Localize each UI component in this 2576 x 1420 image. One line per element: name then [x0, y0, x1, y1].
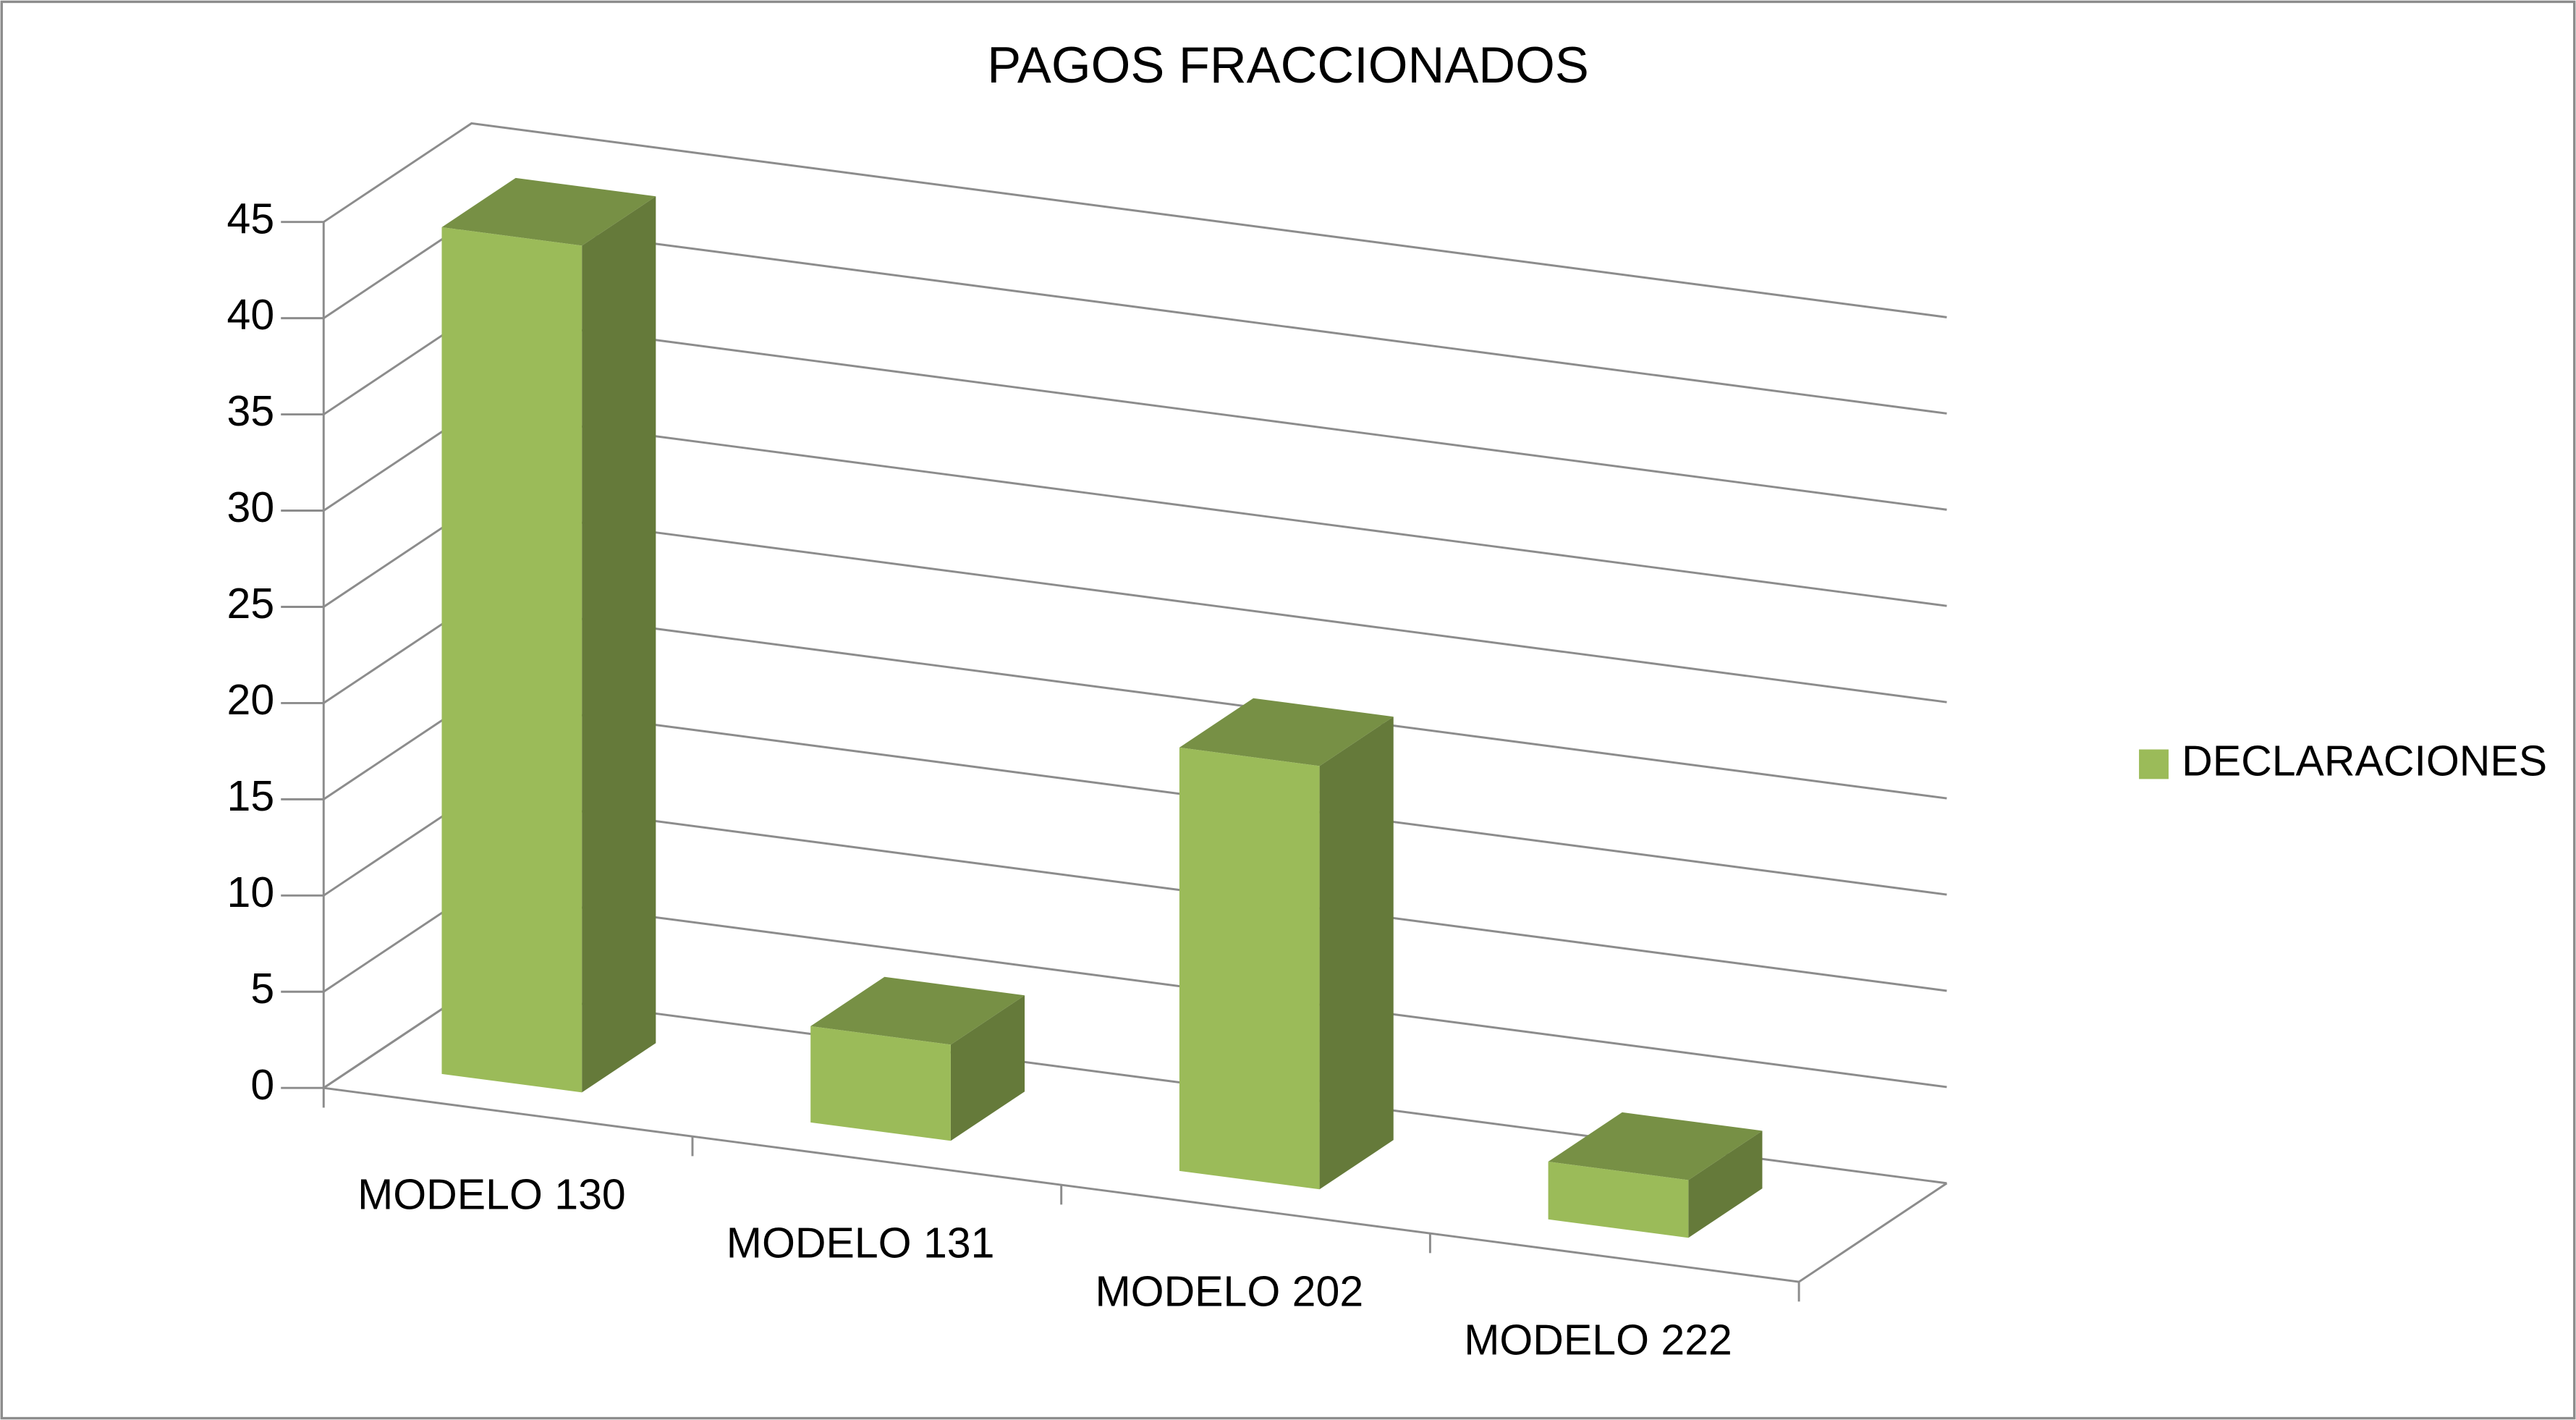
bar	[810, 1026, 951, 1141]
bar	[1548, 1162, 1689, 1238]
grid-line	[281, 314, 1947, 511]
bar-side	[1319, 717, 1394, 1190]
x-tick-label: MODELO 222	[1464, 1316, 1732, 1364]
legend-label: DECLARACIONES	[2182, 738, 2547, 785]
y-tick-label: 10	[227, 869, 275, 916]
x-tick-label: MODELO 131	[726, 1219, 995, 1267]
bar-side	[950, 995, 1025, 1141]
x-tick-label: MODELO 202	[1096, 1267, 1364, 1315]
bar-side	[582, 196, 656, 1093]
chart-title: PAGOS FRACCIONADOS	[987, 36, 1589, 93]
y-tick-label: 0	[250, 1061, 274, 1109]
bar-top	[810, 976, 1025, 1045]
bar-top	[1179, 698, 1394, 766]
y-tick-label: 45	[227, 195, 275, 242]
legend-swatch	[2139, 749, 2169, 779]
bar	[1179, 747, 1320, 1190]
x-tick-label: MODELO 130	[357, 1170, 626, 1218]
bar-top	[441, 177, 656, 246]
y-tick-label: 25	[227, 580, 275, 627]
y-tick-label: 5	[250, 965, 274, 1013]
y-tick-label: 30	[227, 483, 275, 531]
bar	[441, 227, 582, 1093]
y-tick-label: 40	[227, 291, 275, 339]
y-tick-label: 20	[227, 676, 275, 724]
grid-line	[281, 410, 1947, 607]
bar-side	[1688, 1130, 1763, 1238]
grid-line	[281, 122, 1947, 318]
grid-line	[281, 603, 1947, 800]
bar-top	[1548, 1112, 1763, 1180]
grid-line	[281, 507, 1947, 703]
y-tick-label: 15	[227, 772, 275, 820]
y-tick-label: 35	[227, 387, 275, 435]
grid-line	[281, 218, 1947, 415]
